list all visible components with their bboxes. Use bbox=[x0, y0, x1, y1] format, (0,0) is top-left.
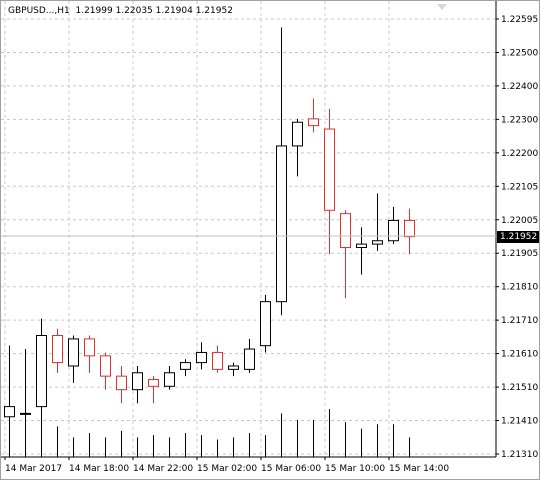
y-tick-label: 1.22500 bbox=[501, 48, 538, 58]
y-tick-label: 1.21810 bbox=[501, 283, 538, 293]
ohlc-readout: 1.21999 1.22035 1.21904 1.21952 bbox=[75, 6, 233, 16]
candle-body bbox=[84, 338, 95, 357]
x-tick-label: 14 Mar 22:00 bbox=[133, 464, 193, 474]
y-tick-label: 1.22595 bbox=[501, 15, 538, 25]
y-tick-label: 1.22400 bbox=[501, 82, 538, 92]
y-tick-label: 1.21310 bbox=[501, 450, 538, 460]
x-tick-label: 14 Mar 2017 bbox=[5, 464, 62, 474]
candle-body bbox=[132, 372, 143, 391]
y-tick-label: 1.21410 bbox=[501, 417, 538, 427]
y-tick-label: 1.21710 bbox=[501, 316, 538, 326]
candle-body bbox=[148, 379, 159, 387]
candle-body bbox=[228, 365, 239, 370]
x-tick-label: 15 Mar 06:00 bbox=[261, 464, 321, 474]
x-tick-label: 15 Mar 02:00 bbox=[197, 464, 257, 474]
candle-body bbox=[308, 118, 319, 127]
candle-body bbox=[388, 219, 399, 242]
candle-body bbox=[372, 240, 383, 245]
candle-body bbox=[164, 372, 175, 387]
candle-body bbox=[68, 338, 79, 367]
candle-body bbox=[356, 243, 367, 249]
y-tick-label: 1.22300 bbox=[501, 115, 538, 125]
y-tick-label: 1.21905 bbox=[501, 249, 538, 259]
y-tick-label: 1.22200 bbox=[501, 149, 538, 159]
candle-body bbox=[180, 362, 191, 370]
y-tick-label: 1.21610 bbox=[501, 350, 538, 360]
chart-title: GBPUSD...,H1 1.21999 1.22035 1.21904 1.2… bbox=[8, 6, 233, 16]
grid bbox=[1, 1, 497, 458]
candle-body bbox=[260, 301, 271, 347]
candle-body bbox=[404, 219, 415, 238]
candle-body bbox=[116, 375, 127, 391]
candle-body bbox=[244, 348, 255, 370]
y-tick-label: 1.22005 bbox=[501, 216, 538, 226]
candle-body bbox=[196, 351, 207, 364]
triangle-down-icon[interactable] bbox=[437, 4, 447, 10]
current-price-marker: 1.21952 bbox=[497, 231, 539, 243]
current-price-label: 1.21952 bbox=[500, 232, 538, 242]
candle-body bbox=[324, 128, 335, 211]
candles bbox=[4, 27, 415, 438]
x-tick-label: 15 Mar 14:00 bbox=[389, 464, 449, 474]
x-tick-label: 15 Mar 10:00 bbox=[325, 464, 385, 474]
symbol-timeframe: GBPUSD...,H1 bbox=[8, 6, 70, 16]
candle-body bbox=[276, 145, 287, 303]
time-axis: 14 Mar 2017 14 Mar 18:00 14 Mar 22:00 15 Ma… bbox=[4, 457, 449, 474]
y-tick-label: 1.22105 bbox=[501, 182, 538, 192]
candle-body bbox=[212, 351, 223, 370]
x-tick-label: 14 Mar 18:00 bbox=[69, 464, 129, 474]
candle-body bbox=[4, 406, 15, 418]
candle-body bbox=[340, 213, 351, 249]
candle-body bbox=[292, 121, 303, 147]
candle-body bbox=[100, 355, 111, 377]
candle-body bbox=[36, 335, 47, 408]
candle-body bbox=[52, 335, 63, 364]
price-axis: 1.22595 1.22500 1.22400 1.22300 1.22200 1.221… bbox=[496, 15, 538, 460]
y-tick-label: 1.21510 bbox=[501, 383, 538, 393]
candle-body bbox=[20, 412, 31, 415]
